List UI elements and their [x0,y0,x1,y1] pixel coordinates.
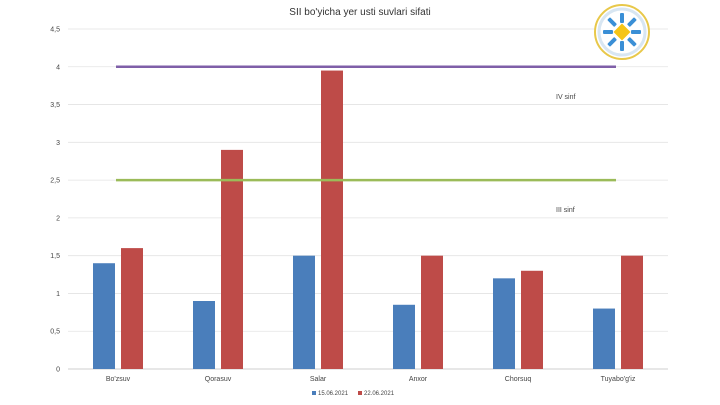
bars [93,70,643,370]
bar [593,308,615,369]
legend-swatch [312,391,316,395]
bar [493,278,515,369]
reference-lines: IV sinf III sinf [116,65,616,214]
bar [393,304,415,369]
y-tick-label: 1 [56,291,60,298]
bar [321,70,343,370]
y-axis-ticks: 0 0,5 1 1,5 2 2,5 3 3,5 4 4,5 [50,27,60,374]
y-tick-label: 3,5 [50,102,60,109]
y-tick-label: 1,5 [50,253,60,260]
y-tick-label: 0 [56,367,60,374]
legend-label: 22.06.2021 [364,391,395,397]
category-label: Anxor [409,376,428,383]
category-label: Salar [310,376,327,383]
category-label: Tuyabo'g'iz [601,376,636,383]
category-label: Bo'zsuv [106,376,131,383]
bar [521,270,543,369]
y-tick-label: 4 [56,64,60,71]
emblem-logo [594,4,650,60]
legend-swatch [358,391,362,395]
category-label: Chorsuq [505,376,532,383]
bar [621,255,643,369]
x-axis-categories: Bo'zsuv Qorasuv Salar Anxor Chorsuq Tuyabo'g'… [106,376,636,383]
bar [193,301,215,369]
bar [93,263,115,369]
y-tick-label: 0,5 [50,329,60,336]
category-label: Qorasuv [205,376,232,383]
bar [293,255,315,369]
y-tick-label: 2 [56,215,60,222]
y-tick-label: 3 [56,140,60,147]
chart-title: SII bo'yicha yer usti suvlari sifati [289,7,430,18]
legend-label: 15.06.2021 [318,391,349,397]
bar [221,149,243,369]
bar [421,255,443,369]
reference-line-label: III sinf [556,207,575,214]
reference-line-label: IV sinf [556,94,576,101]
grid [68,28,668,370]
legend: 15.06.2021 22.06.2021 [312,391,395,397]
y-tick-label: 2,5 [50,178,60,185]
y-tick-label: 4,5 [50,27,60,34]
bar [121,248,143,369]
